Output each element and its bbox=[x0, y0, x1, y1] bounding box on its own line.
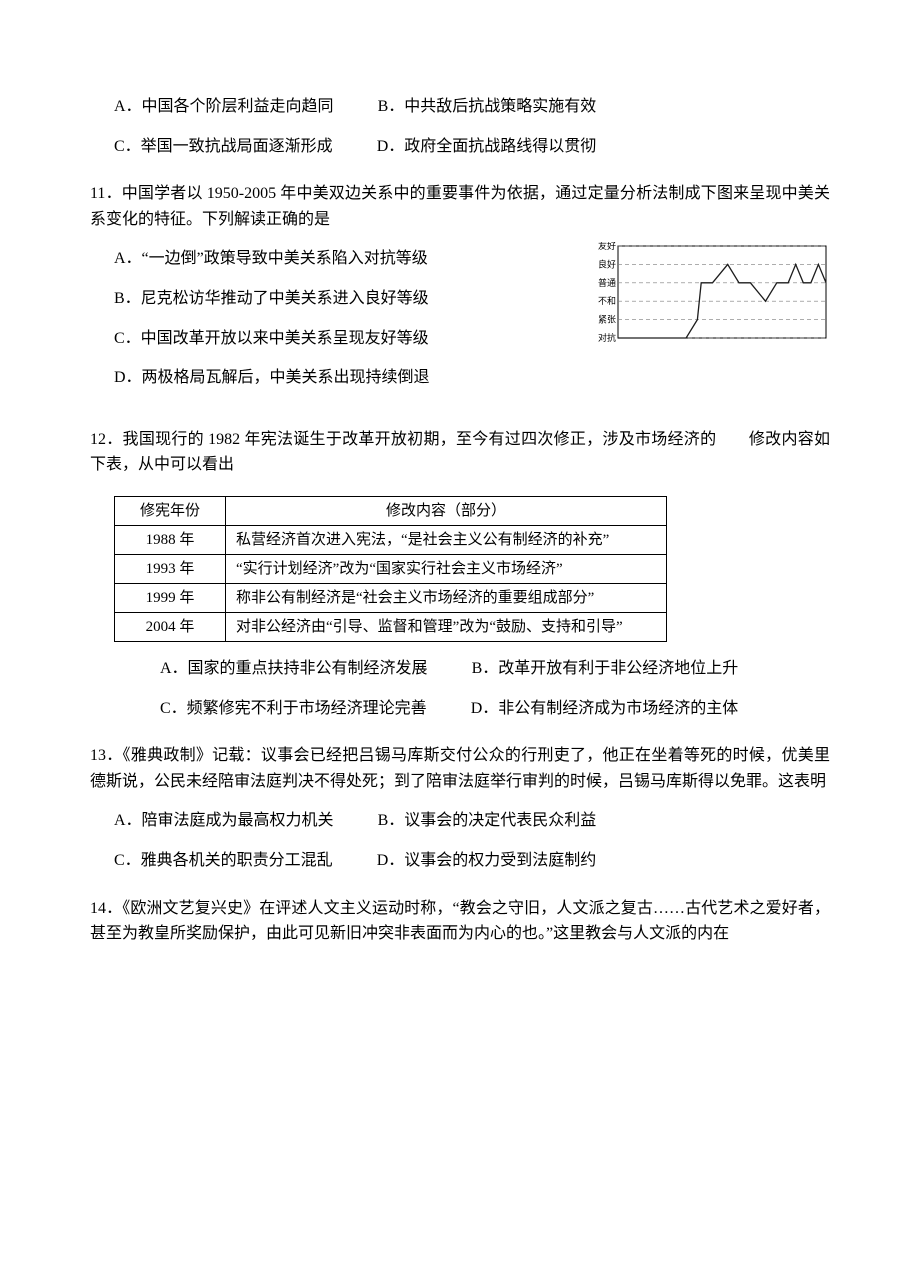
q11-option-d: D．两极格局瓦解后，中美关系出现持续倒退 bbox=[114, 365, 830, 391]
q13-stem: 13．《雅典政制》记载：议事会已经把吕锡马库斯交付公众的行刑吏了，他正在坐着等死… bbox=[90, 743, 830, 794]
q12-stem: 12．我国现行的 1982 年宪法诞生于改革开放初期，至今有过四次修正，涉及市场… bbox=[90, 427, 830, 478]
q12-option-b: B．改革开放有利于非公经济地位上升 bbox=[472, 656, 739, 682]
q12-options-row2: C．频繁修宪不利于市场经济理论完善 D．非公有制经济成为市场经济的主体 bbox=[160, 696, 830, 722]
svg-text:良好: 良好 bbox=[598, 259, 616, 270]
svg-text:不和: 不和 bbox=[598, 297, 616, 307]
q12-col-header: 修宪年份 bbox=[115, 496, 226, 525]
q13-options-row2: C．雅典各机关的职责分工混乱 D．议事会的权力受到法庭制约 bbox=[114, 848, 830, 874]
q12-col-header: 修改内容（部分） bbox=[226, 496, 667, 525]
q13-option-d: D．议事会的权力受到法庭制约 bbox=[377, 848, 597, 874]
svg-text:普通: 普通 bbox=[598, 277, 616, 288]
exam-page: A．中国各个阶层利益走向趋同 B．中共敌后抗战策略实施有效 C．举国一致抗战局面… bbox=[0, 0, 920, 1274]
q13-options-row1: A．陪审法庭成为最高权力机关 B．议事会的决定代表民众利益 bbox=[114, 808, 830, 834]
table-row: 1999 年称非公有制经济是“社会主义市场经济的重要组成部分” bbox=[115, 583, 667, 612]
q11-stem: 11．中国学者以 1950-2005 年中美双边关系中的重要事件为依据，通过定量… bbox=[90, 181, 830, 232]
table-row: 1988 年私营经济首次进入宪法，“是社会主义公有制经济的补充” bbox=[115, 525, 667, 554]
q10-option-d: D．政府全面抗战路线得以贯彻 bbox=[377, 134, 597, 160]
table-row: 2004 年对非公经济由“引导、监督和管理”改为“鼓励、支持和引导” bbox=[115, 612, 667, 641]
q10-option-b: B．中共敌后抗战策略实施有效 bbox=[378, 94, 597, 120]
svg-text:紧张: 紧张 bbox=[598, 315, 616, 325]
svg-text:对抗: 对抗 bbox=[598, 332, 616, 342]
q14-stem: 14．《欧洲文艺复兴史》在评述人文主义运动时称，“教会之守旧，人文派之复古……古… bbox=[90, 896, 830, 947]
q10-options-row2: C．举国一致抗战局面逐渐形成 D．政府全面抗战路线得以贯彻 bbox=[114, 134, 830, 160]
q13-option-c: C．雅典各机关的职责分工混乱 bbox=[114, 848, 333, 874]
q12-option-a: A．国家的重点扶持非公有制经济发展 bbox=[160, 656, 428, 682]
table-row: 1993 年“实行计划经济”改为“国家实行社会主义市场经济” bbox=[115, 554, 667, 583]
q13-option-a: A．陪审法庭成为最高权力机关 bbox=[114, 808, 334, 834]
q10-option-a: A．中国各个阶层利益走向趋同 bbox=[114, 94, 334, 120]
q12-option-c: C．频繁修宪不利于市场经济理论完善 bbox=[160, 696, 427, 722]
q12-options-row1: A．国家的重点扶持非公有制经济发展 B．改革开放有利于非公经济地位上升 bbox=[160, 656, 830, 682]
q13-option-b: B．议事会的决定代表民众利益 bbox=[378, 808, 597, 834]
svg-text:友好: 友好 bbox=[598, 242, 616, 251]
q10-option-c: C．举国一致抗战局面逐渐形成 bbox=[114, 134, 333, 160]
q12-table-wrap: 修宪年份修改内容（部分）1988 年私营经济首次进入宪法，“是社会主义公有制经济… bbox=[114, 496, 830, 642]
q12-table: 修宪年份修改内容（部分）1988 年私营经济首次进入宪法，“是社会主义公有制经济… bbox=[114, 496, 667, 642]
q12-option-d: D．非公有制经济成为市场经济的主体 bbox=[471, 696, 739, 722]
q11-chart: 友好良好普通不和紧张对抗 bbox=[590, 242, 830, 342]
q10-options-row1: A．中国各个阶层利益走向趋同 B．中共敌后抗战策略实施有效 bbox=[114, 94, 830, 120]
